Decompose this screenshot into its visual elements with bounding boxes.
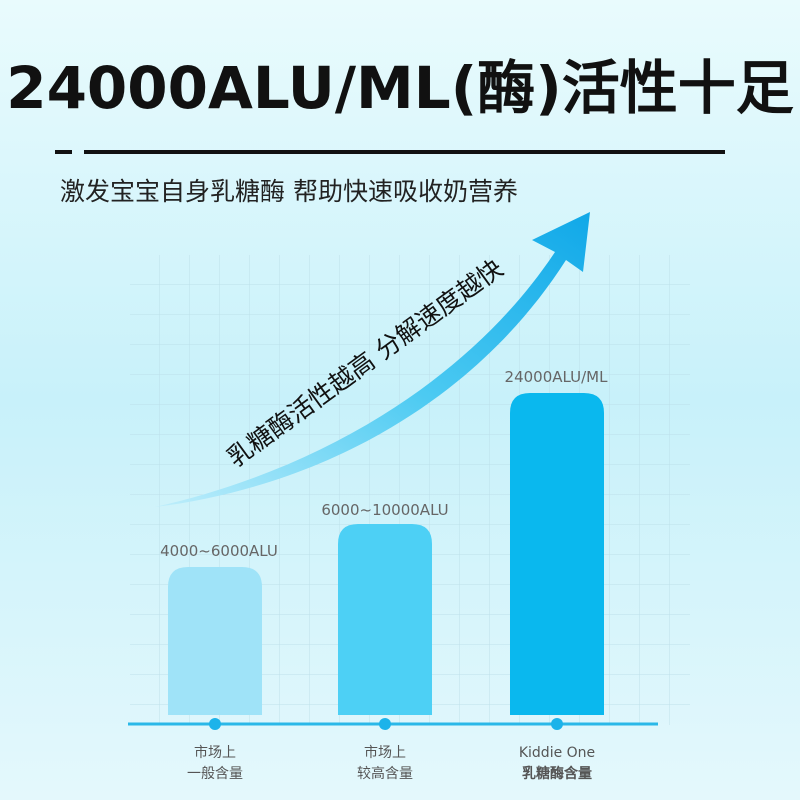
category-label: Kiddie One [519, 745, 595, 761]
dot [209, 718, 221, 730]
category-label: 乳糖酶含量 [522, 765, 592, 782]
category-label: 市场上 [194, 744, 236, 761]
bar-label: 4000~6000ALU [160, 542, 278, 560]
bar [168, 567, 262, 715]
category-label: 较高含量 [357, 765, 413, 782]
bar [510, 393, 604, 715]
bar-label: 6000~10000ALU [321, 501, 448, 519]
bar-label: 24000ALU/ML [505, 368, 609, 386]
subtitle: 激发宝宝自身乳糖酶 帮助快速吸收奶营养 [60, 177, 518, 206]
category-label: 市场上 [364, 744, 406, 761]
title: 24000ALU/ML(酶)活性十足 [6, 54, 794, 122]
bar [338, 524, 432, 715]
dot [379, 718, 391, 730]
dot [551, 718, 563, 730]
growth-arrow [155, 212, 590, 507]
category-label: 一般含量 [187, 766, 243, 782]
